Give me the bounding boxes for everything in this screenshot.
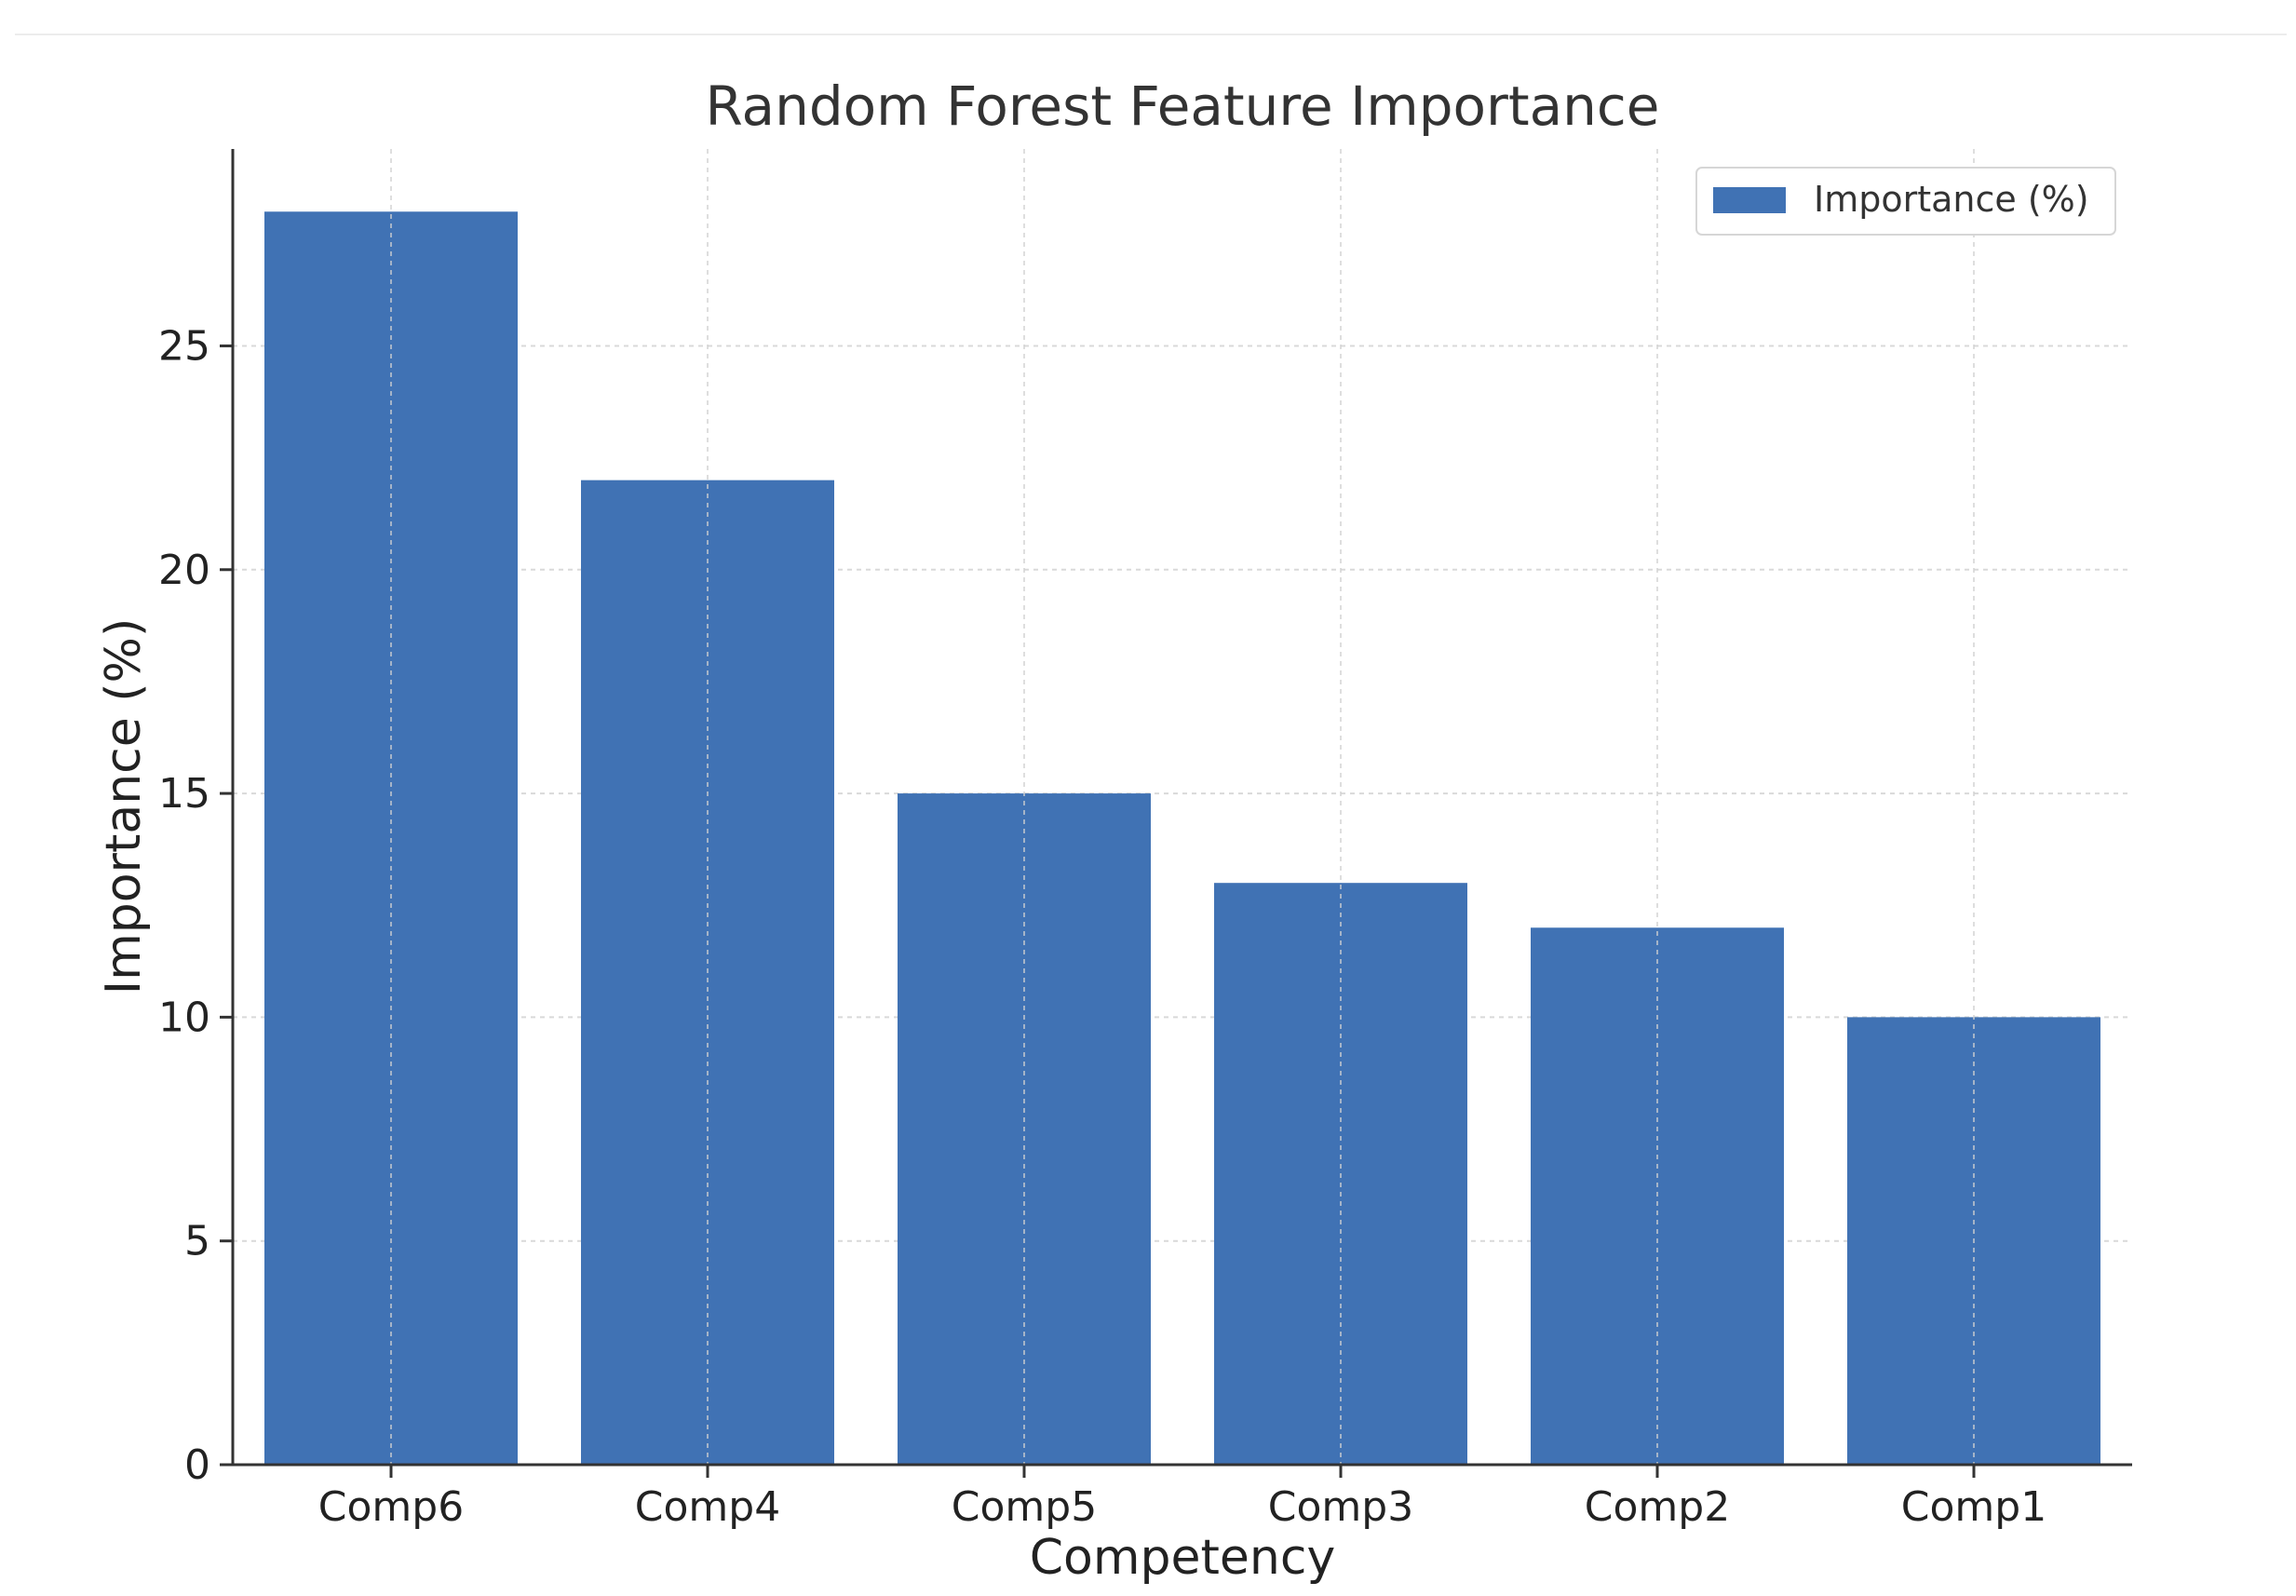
x-tick-label: Comp6 — [318, 1483, 464, 1531]
legend-swatch — [1713, 187, 1786, 213]
x-tick-label: Comp1 — [1901, 1483, 2046, 1531]
y-tick-label: 10 — [158, 994, 210, 1041]
x-tick-label: Comp5 — [952, 1483, 1097, 1531]
legend-frame — [1695, 167, 2116, 236]
chart-legend: Importance (%) — [1695, 167, 2116, 236]
ticks-layer: 0 5 10 15 20 25 Comp6 Comp4 Comp5 Comp3 Comp2 Comp1 — [158, 322, 2046, 1531]
x-tick-label: Comp4 — [635, 1483, 780, 1531]
x-tick-label: Comp3 — [1268, 1483, 1413, 1531]
chart-title: Random Forest Feature Importance — [706, 74, 1660, 138]
legend-label: Importance (%) — [1814, 179, 2089, 220]
y-tick-label: 0 — [184, 1441, 210, 1489]
grid-layer — [233, 345, 2132, 1242]
y-axis-label: Importance (%) — [96, 618, 152, 995]
y-tick-label: 25 — [158, 322, 210, 370]
x-axis-label: Competency — [1030, 1530, 1335, 1586]
axes-layer — [231, 149, 2132, 1467]
y-tick-label: 15 — [158, 770, 210, 818]
x-tick-label: Comp2 — [1585, 1483, 1730, 1531]
bars-layer — [264, 211, 2100, 1465]
y-tick-label: 20 — [158, 547, 210, 594]
y-tick-label: 5 — [184, 1218, 210, 1265]
top-divider — [15, 34, 2287, 35]
